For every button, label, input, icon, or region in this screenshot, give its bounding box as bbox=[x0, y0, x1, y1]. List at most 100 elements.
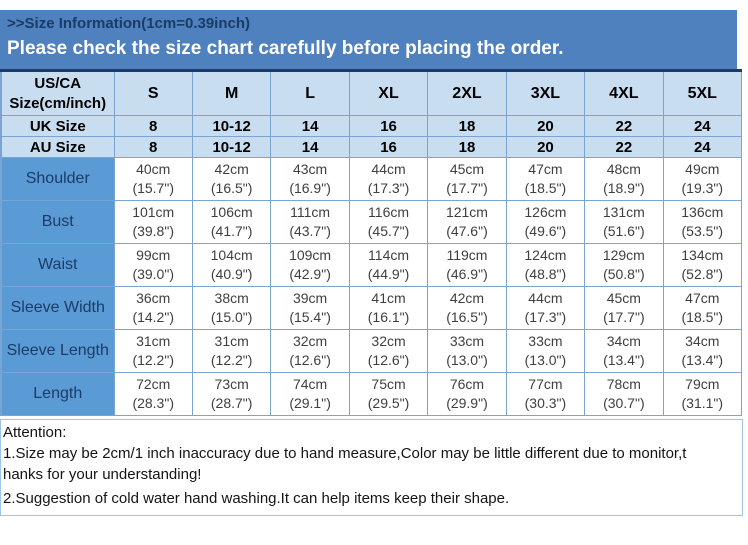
inch-value: (40.9") bbox=[210, 266, 253, 282]
cm-value: 76cm bbox=[449, 376, 485, 392]
cm-value: 134cm bbox=[681, 247, 724, 263]
inch-value: (15.7") bbox=[132, 180, 174, 196]
measure-value-cell: 42cm (16.5") bbox=[191, 157, 272, 201]
measure-value-cell: 34cm (13.4") bbox=[662, 329, 743, 373]
uk-size-value: 10-12 bbox=[191, 115, 272, 137]
measure-value-cell: 114cm (44.9") bbox=[348, 243, 429, 287]
inch-value: (28.3") bbox=[132, 395, 174, 411]
measure-value-cell: 33cm (13.0") bbox=[427, 329, 507, 373]
measure-value-cell: 32cm (12.6") bbox=[270, 329, 350, 373]
cm-value: 33cm bbox=[449, 333, 485, 349]
inch-value: (47.6") bbox=[446, 223, 488, 239]
size-column-header-4xl: 4XL bbox=[584, 70, 664, 116]
au-size-value: 18 bbox=[427, 136, 507, 158]
inch-value: (49.6") bbox=[524, 223, 567, 239]
inch-value: (12.2") bbox=[132, 352, 174, 368]
measure-value-cell: 124cm (48.8") bbox=[505, 243, 586, 287]
measure-value-cell: 32cm (12.6") bbox=[348, 329, 429, 373]
uk-size-value: 24 bbox=[662, 115, 743, 137]
attention-title: Attention: bbox=[3, 424, 67, 441]
cm-value: 131cm bbox=[602, 204, 645, 220]
inch-value: (12.2") bbox=[210, 352, 253, 368]
measure-value-cell: 43cm (16.9") bbox=[270, 157, 350, 201]
size-column-header-5xl: 5XL bbox=[662, 70, 743, 116]
measure-value-cell: 44cm (17.3") bbox=[348, 157, 429, 201]
inch-value: (28.7") bbox=[210, 395, 253, 411]
measure-value-cell: 34cm (13.4") bbox=[584, 329, 664, 373]
measure-value-cell: 116cm (45.7") bbox=[348, 200, 429, 244]
inch-value: (42.9") bbox=[289, 266, 331, 282]
measure-row-sleeve-length: Sleeve Length 31cm (12.2") 31cm (12.2") 32… bbox=[0, 329, 743, 373]
au-size-value: 8 bbox=[113, 136, 193, 158]
measure-row-sleeve-width: Sleeve Width 36cm (14.2") 38cm (15.0") 39c… bbox=[0, 286, 743, 330]
cm-value: 78cm bbox=[606, 376, 641, 392]
au-size-value: 20 bbox=[505, 136, 586, 158]
cm-value: 48cm bbox=[606, 161, 641, 177]
cm-value: 34cm bbox=[685, 333, 720, 349]
cm-value: 40cm bbox=[136, 161, 171, 177]
attention-line: 1.Size may be 2cm/1 inch inaccuracy due … bbox=[3, 445, 687, 462]
cm-value: 32cm bbox=[292, 333, 328, 349]
inch-value: (17.3") bbox=[524, 309, 567, 325]
measure-value-cell: 79cm (31.1") bbox=[662, 372, 743, 416]
cm-value: 31cm bbox=[214, 333, 249, 349]
measure-value-cell: 47cm (18.5") bbox=[662, 286, 743, 330]
measure-value-cell: 78cm (30.7") bbox=[584, 372, 664, 416]
measure-row-label: Sleeve Width bbox=[0, 286, 115, 330]
measure-row-label: Length bbox=[0, 372, 115, 416]
uk-size-value: 16 bbox=[348, 115, 429, 137]
au-size-value: 16 bbox=[348, 136, 429, 158]
cm-value: 79cm bbox=[685, 376, 720, 392]
uk-size-value: 18 bbox=[427, 115, 507, 137]
au-size-value: 22 bbox=[584, 136, 664, 158]
measure-value-cell: 77cm (30.3") bbox=[505, 372, 586, 416]
au-size-row-label: AU Size bbox=[0, 136, 115, 158]
banner-title: >>Size Information(1cm=0.39inch) bbox=[7, 15, 250, 32]
cm-value: 47cm bbox=[528, 161, 563, 177]
measure-value-cell: 31cm (12.2") bbox=[191, 329, 272, 373]
uk-size-row: UK Size 8 10-12 14 16 18 20 22 24 bbox=[0, 115, 743, 137]
measure-value-cell: 33cm (13.0") bbox=[505, 329, 586, 373]
cm-value: 119cm bbox=[446, 247, 488, 263]
measure-value-cell: 136cm (53.5") bbox=[662, 200, 743, 244]
measure-row-shoulder: Shoulder 40cm (15.7") 42cm (16.5") 43cm (16… bbox=[0, 157, 743, 201]
inch-value: (13.0") bbox=[446, 352, 488, 368]
cm-value: 75cm bbox=[371, 376, 406, 392]
inch-value: (16.9") bbox=[289, 180, 331, 196]
inch-value: (19.3") bbox=[681, 180, 724, 196]
corner-header-line2: Size(cm/inch) bbox=[9, 94, 107, 112]
cm-value: 34cm bbox=[606, 333, 641, 349]
uk-size-value: 14 bbox=[270, 115, 350, 137]
inch-value: (13.4") bbox=[681, 352, 724, 368]
inch-value: (29.9") bbox=[446, 395, 488, 411]
size-column-header-xl: XL bbox=[348, 70, 429, 116]
cm-value: 136cm bbox=[681, 204, 724, 220]
inch-value: (13.4") bbox=[603, 352, 645, 368]
size-column-header-m: M bbox=[191, 70, 272, 116]
cm-value: 114cm bbox=[368, 247, 410, 263]
cm-value: 111cm bbox=[290, 204, 331, 220]
inch-value: (53.5") bbox=[681, 223, 724, 239]
inch-value: (51.6") bbox=[603, 223, 645, 239]
inch-value: (16.5") bbox=[446, 309, 488, 325]
inch-value: (17.3") bbox=[367, 180, 410, 196]
cm-value: 99cm bbox=[136, 247, 171, 263]
size-table: US/CA Size(cm/inch) S M L XL 2XL 3XL 4XL… bbox=[0, 69, 743, 416]
inch-value: (18.9") bbox=[603, 180, 645, 196]
cm-value: 74cm bbox=[292, 376, 328, 392]
measure-value-cell: 76cm (29.9") bbox=[427, 372, 507, 416]
cm-value: 129cm bbox=[602, 247, 645, 263]
cm-value: 43cm bbox=[292, 161, 328, 177]
measure-value-cell: 111cm (43.7") bbox=[270, 200, 350, 244]
corner-header-cell: US/CA Size(cm/inch) bbox=[0, 70, 115, 116]
inch-value: (50.8") bbox=[603, 266, 645, 282]
measure-row-label: Sleeve Length bbox=[0, 329, 115, 373]
inch-value: (12.6") bbox=[367, 352, 410, 368]
inch-value: (29.1") bbox=[289, 395, 331, 411]
au-size-value: 14 bbox=[270, 136, 350, 158]
attention-line: hanks for your understanding! bbox=[3, 466, 202, 483]
cm-value: 31cm bbox=[136, 333, 171, 349]
cm-value: 126cm bbox=[524, 204, 567, 220]
inch-value: (48.8") bbox=[524, 266, 567, 282]
cm-value: 104cm bbox=[210, 247, 253, 263]
